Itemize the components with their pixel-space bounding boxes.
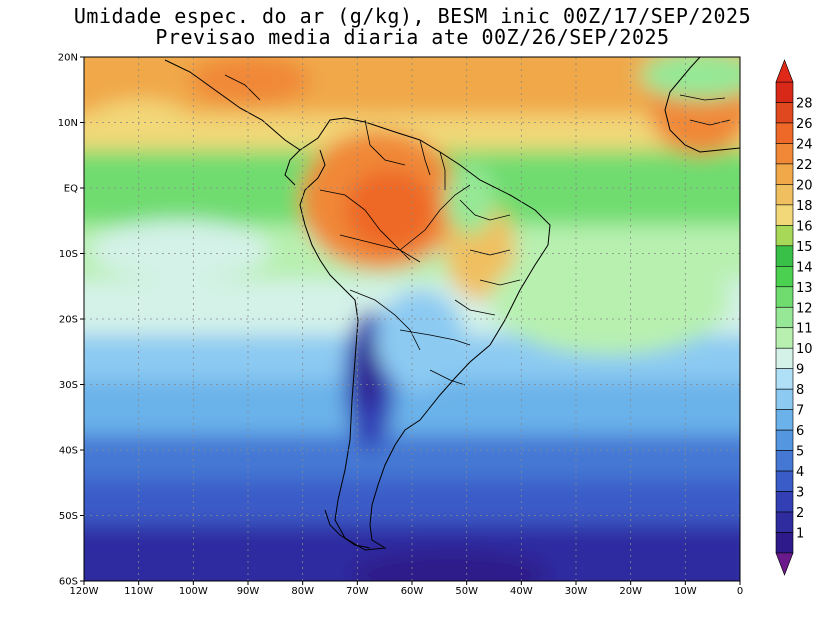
colorbar-box: [775, 532, 794, 554]
lat-label: 40S: [59, 446, 78, 457]
lon-label: 60W: [401, 586, 424, 597]
lon-label: 10W: [674, 586, 697, 597]
colorbar-label: 24: [796, 137, 813, 152]
colorbar-label: 20: [796, 178, 813, 193]
colorbar-label: 10: [796, 342, 813, 357]
lon-label: 40W: [510, 586, 533, 597]
colorbar-box: [775, 143, 794, 165]
lon-label: 0: [737, 586, 743, 597]
colorbar-box: [775, 204, 794, 226]
colorbar-label: 9: [796, 363, 804, 378]
colorbar-over-triangle: [775, 59, 794, 83]
colorbar-box: [775, 450, 794, 472]
colorbar-label: 3: [796, 486, 804, 501]
colorbar-label: 5: [796, 445, 804, 460]
coastlines: [164, 57, 740, 551]
lon-label: 90W: [237, 586, 260, 597]
lat-label: 10N: [58, 118, 78, 129]
graticule: [84, 57, 740, 581]
lat-label: EQ: [64, 184, 78, 195]
country-borders: [224, 74, 731, 386]
colorbar-box: [775, 306, 794, 329]
map-title: Umidade espec. do ar (g/kg), BESM inic 0…: [73, 4, 752, 28]
colorbar-label: 22: [796, 158, 813, 173]
colorbar-label: 13: [796, 281, 813, 296]
colorbar-box: [775, 245, 794, 267]
colorbar-box: [775, 102, 794, 124]
colorbar-box: [775, 266, 794, 288]
lat-label: 20N: [58, 53, 78, 64]
colorbar-box: [775, 409, 794, 431]
colorbar-label: 2: [796, 506, 804, 521]
colorbar-box: [775, 327, 794, 349]
lat-label: 30S: [59, 380, 78, 391]
lon-label: 50W: [455, 586, 478, 597]
colorbar-label: 11: [796, 322, 813, 337]
colorbar-label: 14: [796, 260, 813, 275]
colorbar-box: [775, 347, 794, 369]
map-subtitle: Previsao media diaria ate 00Z/26/SEP/202…: [155, 25, 670, 49]
colorbar-label: 28: [796, 96, 813, 111]
colorbar-label: 15: [796, 240, 813, 255]
colorbar-label: 16: [796, 219, 813, 234]
colorbar-box: [775, 429, 794, 451]
humidity-field: [84, 57, 740, 581]
colorbar-box: [775, 225, 794, 247]
colorbar-label: 4: [796, 465, 804, 480]
lat-label: 60S: [59, 577, 78, 588]
colorbar-box: [775, 286, 794, 308]
lon-label: 20W: [619, 586, 642, 597]
lat-label: 50S: [59, 511, 78, 522]
colorbar-under-triangle: [775, 552, 794, 576]
colorbar-label: 18: [796, 199, 813, 214]
lon-label: 100W: [179, 586, 208, 597]
colorbar-box: [775, 163, 794, 185]
lon-label: 30W: [565, 586, 588, 597]
colorbar-label: 8: [796, 383, 804, 398]
colorbar-box: [775, 470, 794, 492]
colorbar-box: [775, 511, 794, 533]
colorbar-label: 26: [796, 117, 813, 132]
colorbar-label: 7: [796, 404, 804, 419]
lon-label: 110W: [124, 586, 153, 597]
colorbar-box: [775, 184, 794, 206]
lon-label: 70W: [346, 586, 369, 597]
lat-label: 10S: [59, 249, 78, 260]
colorbar-box: [775, 81, 794, 103]
colorbar-box: [775, 122, 794, 144]
lon-label: 80W: [291, 586, 314, 597]
lon-label: 120W: [70, 586, 99, 597]
colorbar-box: [775, 491, 794, 513]
lat-label: 20S: [59, 315, 78, 326]
colorbar-label: 1: [796, 527, 804, 542]
colorbar-label: 6: [796, 424, 804, 439]
colorbar-box: [775, 368, 794, 390]
colorbar-label: 12: [796, 301, 813, 316]
colorbar-box: [775, 388, 794, 410]
